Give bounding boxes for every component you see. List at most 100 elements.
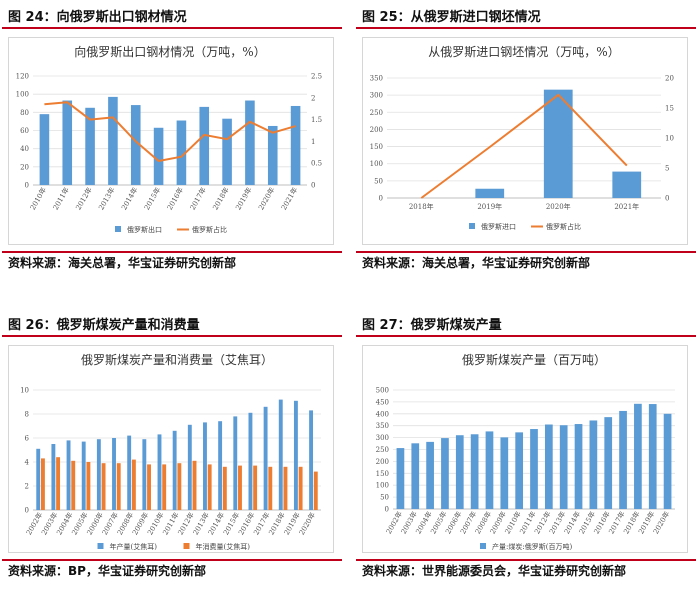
bar	[176, 120, 187, 185]
y-tick-label: 2	[25, 483, 29, 491]
y-tick-label: 250	[376, 446, 389, 454]
y-tick-label: 500	[376, 387, 389, 395]
y-tick-label: 60	[20, 127, 29, 135]
bar	[475, 188, 505, 198]
chart-title: 俄罗斯煤炭产量（百万吨）	[462, 353, 606, 367]
y-tick-label: 0	[379, 195, 383, 203]
bar	[426, 441, 434, 509]
chart-frame: 向俄罗斯出口钢材情况（万吨，%） 0 20 40 60 80 100 120 0 0.5 1 1.5 2…	[8, 37, 334, 245]
bar	[203, 422, 207, 510]
bar	[278, 399, 283, 510]
bar	[85, 107, 95, 185]
bar	[589, 420, 598, 509]
x-tick-label: 2013年	[96, 186, 116, 212]
source-note: 资料来源：海关总署，华宝证券研究创新部	[362, 256, 591, 270]
legend-label: 年消费量(艾焦耳)	[196, 542, 251, 551]
series-line	[44, 101, 296, 162]
source-note: 资料来源：世界能源委员会，华宝证券研究创新部	[362, 564, 627, 578]
bar	[130, 105, 141, 185]
y-tick-label: 200	[370, 126, 383, 134]
y-tick-label: 120	[16, 73, 29, 81]
y-tick-label: 450	[376, 398, 389, 406]
bar	[544, 424, 553, 509]
y-tick-label: 100	[16, 91, 29, 99]
divider	[356, 251, 696, 253]
legend-label: 俄罗斯进口	[481, 222, 516, 231]
bar	[263, 406, 268, 510]
figure-label: 图 26：俄罗斯煤炭产量和消费量	[8, 318, 200, 333]
coal-production-consumption-chart: 俄罗斯煤炭产量和消费量（艾焦耳）02468102002年2003年2004年20…	[20, 353, 321, 551]
legend-swatch	[97, 543, 104, 549]
y2-tick-label: 2	[311, 94, 315, 102]
bar	[619, 410, 627, 509]
legend-label: 俄罗斯出口	[127, 225, 162, 234]
bar	[131, 459, 136, 510]
bar	[245, 100, 255, 185]
y-tick-label: 0	[385, 506, 389, 514]
x-tick-label: 2016年	[165, 186, 185, 212]
bar	[515, 432, 524, 509]
divider	[2, 251, 342, 253]
bar	[177, 463, 182, 510]
y-tick-label: 100	[370, 160, 383, 168]
divider	[356, 559, 696, 561]
bar	[162, 464, 167, 510]
figure-25: 图 25：从俄罗斯进口钢坯情况 从俄罗斯进口钢坯情况（万吨，%） 0 50 100 15…	[356, 0, 696, 300]
chart-title: 向俄罗斯出口钢材情况（万吨，%）	[74, 44, 265, 59]
y-tick-label: 350	[376, 422, 389, 430]
y2-tick-label: 1.5	[311, 116, 322, 124]
bar	[192, 460, 197, 510]
y2-tick-label: 0.5	[311, 160, 322, 168]
chart-frame: 俄罗斯煤炭产量和消费量（艾焦耳） 0 2 4 6 8 10 2002年 2003年 2004年 20…	[8, 345, 334, 553]
bar	[218, 421, 223, 510]
bar	[56, 457, 61, 510]
divider	[2, 27, 342, 29]
bar	[253, 465, 258, 510]
bar	[290, 105, 301, 185]
divider	[2, 559, 342, 561]
y2-tick-label: 1	[311, 138, 315, 146]
x-tick-label: 2018年	[409, 202, 434, 211]
y-tick-label: 400	[376, 410, 389, 418]
bar	[187, 424, 192, 510]
figure-24: 图 24：向俄罗斯出口钢材情况 向俄罗斯出口钢材情况（万吨，%） 0 20 40 60 8…	[2, 0, 342, 300]
figure-label: 图 25：从俄罗斯进口钢坯情况	[362, 10, 541, 25]
bar	[66, 440, 71, 510]
bar	[40, 458, 45, 510]
source-note: 资料来源：海关总署，华宝证券研究创新部	[8, 256, 237, 270]
x-tick-label: 2014年	[119, 186, 139, 212]
bar	[51, 444, 56, 510]
y-tick-label: 200	[376, 458, 389, 466]
y-tick-label: 40	[20, 145, 29, 153]
steel-export-chart: 向俄罗斯出口钢材情况（万吨，%） 0 20 40 60 80 100 120 0 0.5 1 1.5 2…	[16, 44, 323, 234]
chart-title: 俄罗斯煤炭产量和消费量（艾焦耳）	[81, 353, 273, 367]
y-tick-label: 50	[380, 494, 389, 502]
bar	[142, 439, 147, 510]
bar	[36, 448, 41, 510]
bar	[298, 466, 303, 510]
y-tick-label: 350	[370, 75, 383, 83]
y-tick-label: 150	[376, 470, 389, 478]
y-tick-label: 20	[20, 163, 29, 171]
bar	[222, 466, 227, 510]
figure-label: 图 27：俄罗斯煤炭产量	[362, 318, 502, 333]
y-tick-label: 8	[25, 411, 29, 419]
legend-label: 俄罗斯占比	[192, 225, 227, 234]
x-tick-label: 2021年	[614, 202, 639, 211]
y-tick-label: 0	[25, 507, 29, 515]
y-tick-label: 100	[376, 482, 389, 490]
bar	[543, 89, 573, 198]
bar	[574, 424, 583, 509]
legend-label: 产量:煤炭:俄罗斯(百万吨)	[492, 542, 572, 551]
y2-tick-label: 20	[665, 75, 674, 83]
divider	[356, 27, 696, 29]
divider	[2, 335, 342, 337]
y2-tick-label: 5	[665, 165, 669, 173]
bar	[86, 462, 91, 510]
x-tick-label: 2017年	[188, 186, 208, 212]
bar	[157, 434, 162, 510]
x-tick-label: 2020年	[256, 186, 276, 212]
bar	[411, 443, 420, 509]
source-note: 资料来源：BP，华宝证券研究创新部	[8, 564, 206, 578]
bar	[267, 125, 278, 185]
